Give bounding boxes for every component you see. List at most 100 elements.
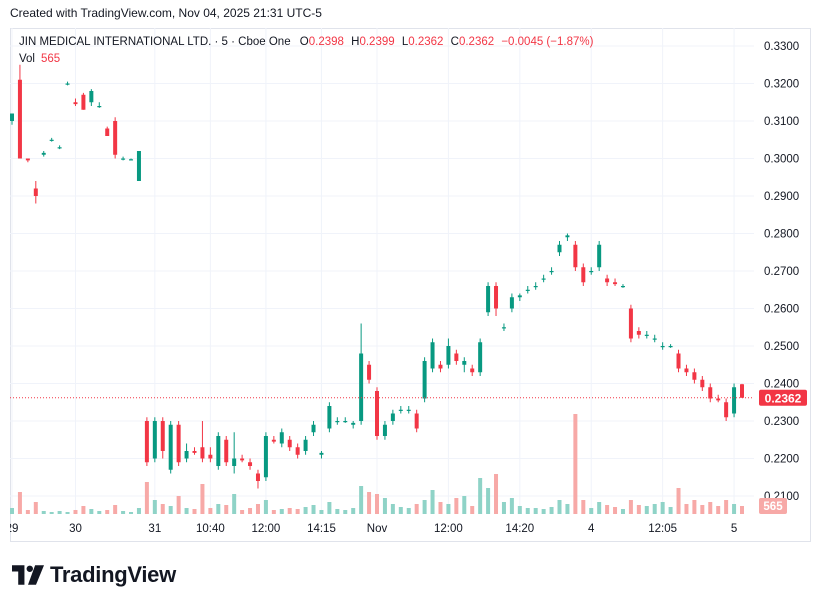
volume-value: 565 bbox=[41, 53, 61, 65]
grid-lines bbox=[10, 28, 754, 514]
candle-body bbox=[700, 379, 705, 388]
candle-body bbox=[605, 278, 610, 283]
open-value: 0.2398 bbox=[308, 36, 344, 48]
last-price-badge bbox=[759, 389, 807, 406]
volume-bar bbox=[740, 506, 744, 514]
candle-body bbox=[597, 244, 602, 268]
volume-bar bbox=[263, 500, 268, 514]
volume-bar bbox=[287, 508, 292, 514]
candle-body bbox=[462, 361, 467, 365]
candle-body bbox=[724, 402, 729, 418]
candle-body bbox=[430, 342, 435, 369]
candle-body bbox=[200, 447, 205, 459]
volume-bar bbox=[589, 508, 594, 514]
candle-body bbox=[89, 91, 94, 103]
last-price-badge-label: 0.2362 bbox=[765, 391, 802, 405]
volume-bar bbox=[668, 507, 673, 514]
candle-body bbox=[303, 439, 308, 451]
volume-bar bbox=[144, 482, 149, 514]
volume-legend: Vol 565 bbox=[19, 53, 60, 65]
candle-body bbox=[716, 398, 721, 401]
candle-body bbox=[613, 282, 618, 285]
change-value: −0.0045 (−1.87%) bbox=[501, 36, 594, 48]
candle-body bbox=[486, 286, 491, 313]
low-label: L bbox=[401, 36, 409, 48]
volume-bar bbox=[168, 506, 173, 514]
candle-body bbox=[708, 387, 713, 399]
volume-bar bbox=[636, 505, 641, 514]
time-axis[interactable]: 29 30 31 10:40 12:00 14:15 Nov 12:00 14:20 4 12:05… bbox=[10, 523, 737, 535]
volume-bar bbox=[89, 509, 94, 514]
candle-body bbox=[287, 439, 292, 448]
volume-bar bbox=[644, 506, 649, 514]
volume-bar bbox=[732, 504, 737, 514]
volume-bar bbox=[605, 505, 610, 514]
candle-body bbox=[208, 454, 213, 459]
chart-frame bbox=[10, 28, 811, 542]
candle-body bbox=[494, 286, 499, 309]
candle-body bbox=[25, 158, 30, 161]
volume-bar bbox=[700, 505, 705, 514]
volume-bar bbox=[271, 510, 276, 514]
price-tick-label: 0.3000 bbox=[764, 154, 799, 166]
time-tick-label: 4 bbox=[588, 523, 595, 535]
volume-bar bbox=[573, 414, 578, 514]
price-tick-label: 0.2500 bbox=[764, 341, 799, 353]
candle-body bbox=[255, 473, 260, 481]
volume-bar bbox=[359, 486, 364, 514]
time-tick-label: 12:00 bbox=[252, 523, 281, 535]
candle-body bbox=[644, 334, 649, 336]
axis-badges: 0.2362 565 bbox=[759, 389, 807, 514]
volume-bar bbox=[129, 512, 134, 514]
price-axis[interactable]: 0.21000.22000.23000.24000.25000.26000.27… bbox=[764, 41, 799, 503]
candle-body bbox=[565, 235, 570, 238]
candle-body bbox=[351, 422, 356, 425]
volume-bar bbox=[382, 498, 387, 514]
symbol-name[interactable]: JIN MEDICAL INTERNATIONAL LTD. · 5 · Cbo… bbox=[19, 36, 291, 48]
price-tick-label: 0.2800 bbox=[764, 229, 799, 241]
candle-body bbox=[509, 297, 514, 309]
price-tick-label: 0.2400 bbox=[764, 379, 799, 391]
time-tick-label: 31 bbox=[148, 523, 161, 535]
price-tick-label: 0.2200 bbox=[764, 454, 799, 466]
candle-body bbox=[113, 121, 118, 155]
candle-body bbox=[65, 83, 70, 85]
volume-bar bbox=[136, 508, 141, 514]
volume-bar bbox=[478, 478, 483, 514]
candlestick-chart[interactable]: 0.21000.22000.23000.24000.25000.26000.27… bbox=[10, 28, 811, 542]
tradingview-brand[interactable]: TradingView bbox=[12, 562, 176, 588]
candle-body bbox=[248, 462, 253, 466]
candle-body bbox=[184, 451, 189, 459]
volume-bar bbox=[462, 496, 467, 514]
candle-body bbox=[470, 368, 475, 373]
volume-bar bbox=[17, 492, 22, 514]
close-label: C bbox=[450, 36, 459, 48]
time-tick-label: 12:00 bbox=[434, 523, 463, 535]
price-tick-label: 0.3100 bbox=[764, 116, 799, 128]
volume-bar bbox=[367, 492, 372, 514]
volume-bar bbox=[57, 511, 62, 514]
candle-body bbox=[224, 439, 229, 463]
close-value: 0.2362 bbox=[458, 36, 495, 48]
candle-body bbox=[668, 346, 673, 348]
candle-body bbox=[232, 458, 237, 466]
volume-bar bbox=[708, 502, 713, 514]
volume-bar bbox=[200, 484, 205, 514]
volume-bar bbox=[319, 510, 324, 514]
price-tick-label: 0.2700 bbox=[764, 266, 799, 278]
candle-body bbox=[176, 424, 181, 463]
candle-body bbox=[335, 421, 340, 423]
candle-body bbox=[684, 368, 689, 373]
volume-bar bbox=[724, 500, 729, 514]
volume-bar bbox=[716, 506, 721, 514]
volume-bar bbox=[351, 508, 356, 514]
candle-body bbox=[359, 353, 364, 421]
volume-bar bbox=[97, 511, 102, 514]
volume-label[interactable]: Vol bbox=[19, 53, 35, 65]
candle-body bbox=[192, 451, 197, 453]
time-tick-label: 10:40 bbox=[196, 523, 225, 535]
candle-body bbox=[375, 391, 379, 436]
volume-bar bbox=[248, 508, 253, 514]
volume-bar bbox=[565, 504, 570, 514]
candle-body bbox=[57, 147, 62, 149]
